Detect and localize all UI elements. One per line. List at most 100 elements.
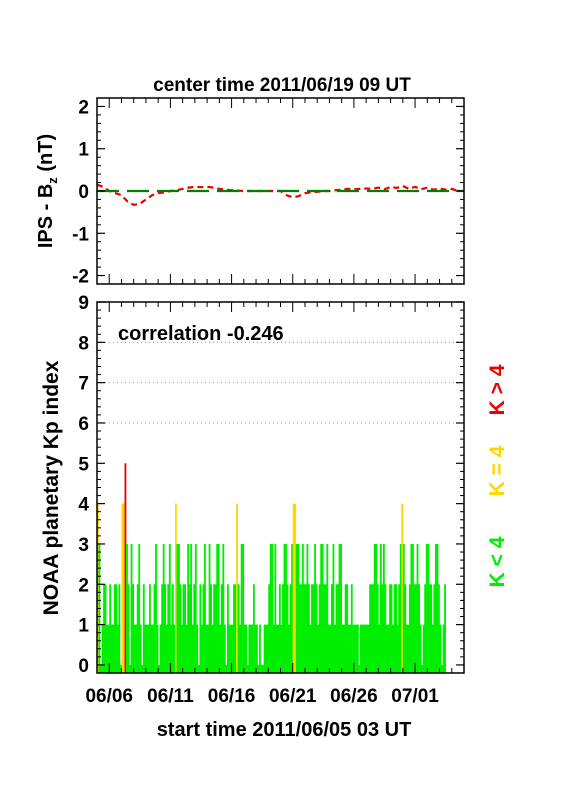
top-ytick-label: 0 [78, 182, 89, 203]
bottom-ytick-label: 7 [78, 374, 89, 395]
kp-bar-quiet [148, 584, 151, 673]
kp-bar-quiet [341, 624, 344, 673]
kp-bar-quiet [363, 624, 365, 673]
kp-bar-quiet [404, 584, 407, 673]
kp-bar-quiet [326, 543, 329, 673]
kp-bar-quiet [344, 584, 347, 673]
kp-bars-layer [97, 463, 446, 673]
kp-bar-quiet [248, 624, 251, 673]
kp-bar-quiet [242, 543, 245, 673]
kp-bar-quiet [361, 624, 364, 673]
bottom-xtick-label: 06/16 [208, 686, 256, 707]
kp-bar-quiet [155, 543, 157, 673]
kp-bar-quiet [187, 543, 190, 673]
kp-bar-quiet [422, 624, 425, 673]
kp-bar-quiet [320, 543, 323, 673]
kp-bar-quiet [191, 624, 194, 673]
kp-bar-quiet [113, 584, 116, 673]
kp-bar-quiet [136, 584, 139, 673]
kp-bar-storm [124, 463, 127, 673]
kp-bar-quiet [335, 584, 338, 673]
kp-bar-quiet [231, 624, 234, 673]
kp-bar-quiet [150, 624, 153, 673]
bottom-ytick-label: 5 [78, 454, 89, 475]
kp-bar-quiet [317, 624, 320, 673]
kp-bar-quiet [419, 624, 422, 673]
bottom-ytick-label: 2 [78, 575, 89, 596]
bottom-xtick-label: 07/01 [391, 686, 439, 707]
kp-bar-quiet [176, 543, 179, 673]
legend-label: K = 4 [486, 445, 509, 496]
kp-bar-quiet [382, 543, 385, 673]
kp-bar-quiet [438, 584, 440, 673]
kp-bar-quiet [245, 624, 248, 673]
kp-bar-quiet [277, 624, 280, 673]
kp-bar-quiet [171, 584, 174, 673]
kp-bar-quiet [376, 584, 379, 673]
kp-bar-quiet [356, 624, 359, 673]
kp-bar-quiet [222, 543, 225, 673]
kp-bar-quiet [194, 543, 197, 673]
kp-bar-quiet [165, 624, 168, 673]
bottom-ytick-label: 6 [78, 414, 89, 435]
kp-bar-quiet [399, 543, 402, 673]
top-y-axis-label: IPS - Bz (nT) [35, 134, 60, 248]
kp-bar-quiet [367, 624, 370, 673]
kp-bar-quiet [418, 584, 420, 673]
kp-bar-quiet [433, 584, 436, 673]
kp-bar-quiet [334, 624, 336, 673]
kp-bar-quiet [379, 543, 382, 673]
kp-bar-quiet [147, 624, 150, 673]
kp-bar-quiet [185, 624, 188, 673]
kp-bar-quiet [389, 584, 391, 673]
kp-bar-quiet [196, 624, 199, 673]
kp-bar-quiet [427, 543, 430, 673]
kp-bar-quiet [306, 543, 309, 673]
kp-bar-quiet [254, 624, 257, 673]
kp-bar-quiet [282, 584, 284, 673]
kp-bar-quiet [246, 664, 249, 673]
kp-bar-quiet [263, 624, 266, 673]
kp-bar-quiet [323, 584, 326, 673]
kp-bar-quiet [288, 624, 290, 673]
kp-bar-quiet [349, 624, 352, 673]
kp-bar-quiet [226, 584, 229, 673]
bottom-xtick-label: 06/26 [330, 686, 378, 707]
kp-bar-quiet [168, 543, 171, 673]
bottom-ytick-label: 9 [78, 293, 89, 314]
kp-bar-quiet [161, 584, 164, 673]
kp-bar-quiet [390, 584, 393, 673]
bottom-ytick-label: 4 [78, 495, 89, 516]
legend-label: K > 4 [486, 364, 509, 415]
kp-bar-quiet [283, 543, 286, 673]
kp-bar-quiet [225, 664, 228, 673]
kp-bar-quiet [369, 584, 372, 673]
kp-bar-quiet [372, 584, 375, 673]
kp-bar-quiet [100, 664, 102, 673]
kp-bar-quiet [202, 584, 205, 673]
kp-bar-quiet [285, 543, 287, 673]
top-y-ticks: -2 -1 0 1 2 [72, 97, 464, 288]
kp-bar-quiet [132, 584, 134, 673]
bottom-x-axis-label: start time 2011/06/05 03 UT [157, 719, 412, 741]
ips-bz-panel: center time 2011/06/19 09 UT -2 -1 0 1 2 IPS… [35, 75, 465, 288]
kp-bar-quiet [107, 624, 110, 673]
top-panel-title: center time 2011/06/19 09 UT [153, 75, 411, 96]
kp-bar-quiet [193, 584, 196, 673]
kp-bar-quiet [217, 543, 220, 673]
kp-bar-quiet [358, 664, 361, 673]
kp-bar-quiet [127, 584, 130, 673]
kp-bar-quiet [338, 543, 341, 673]
kp-bar-quiet [216, 543, 219, 673]
kp-bar-active [121, 503, 124, 673]
kp-bar-quiet [444, 584, 446, 673]
kp-bar-quiet [352, 624, 355, 673]
kp-bar-quiet [265, 624, 268, 673]
kp-bar-quiet [430, 584, 433, 673]
top-ytick-label: -2 [72, 267, 89, 288]
kp-bar-quiet [188, 584, 191, 673]
kp-bar-quiet [407, 624, 410, 673]
kp-bar-quiet [324, 584, 327, 673]
kp-bar-quiet [204, 543, 206, 673]
